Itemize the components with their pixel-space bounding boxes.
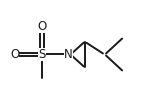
Text: O: O <box>37 20 47 33</box>
Text: S: S <box>38 48 46 61</box>
Text: N: N <box>64 48 73 61</box>
Text: O: O <box>10 48 19 61</box>
